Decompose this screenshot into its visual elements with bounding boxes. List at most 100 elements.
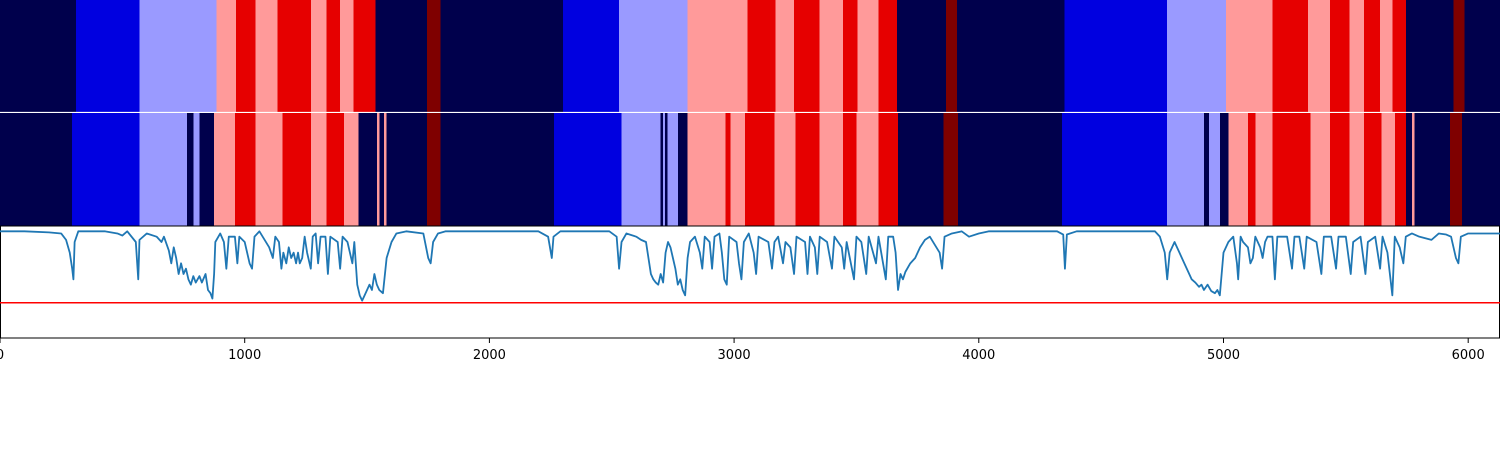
state-segment [1064,0,1168,112]
state-segment [957,113,1062,226]
state-segment [199,113,215,226]
state-segment [187,113,194,226]
state-segment [1225,0,1273,112]
x-tick-label: 1000 [228,348,261,363]
state-segment [1411,113,1415,226]
state-segment [75,0,140,112]
state-segment [440,0,563,112]
state-segment [343,113,359,226]
state-segment [857,0,879,112]
state-segment [660,113,664,226]
state-segment [956,0,1065,112]
state-segment [842,0,858,112]
state-segment [1272,0,1308,112]
state-segment [1329,0,1350,112]
state-segment [943,113,958,226]
state-segment [775,0,795,112]
state-segment [687,0,748,112]
state-segment [878,0,897,112]
state-segment [878,113,899,226]
series-line [0,230,1500,302]
x-tick-label: 0 [0,348,4,363]
state-segment [554,113,622,226]
state-segment [216,0,237,112]
state-segment [379,113,385,226]
state-segment [819,0,843,112]
state-segment [1061,113,1168,226]
state-segment [427,0,441,112]
state-segment [1349,0,1365,112]
state-segment [747,0,776,112]
x-tick-label: 5000 [1207,348,1240,363]
state-segment [856,113,879,226]
state-segment [277,0,311,112]
state-segment [1392,0,1406,112]
state-segment [255,113,283,226]
state-segment [1380,0,1393,112]
state-segment [1405,113,1412,226]
state-segment [427,113,441,226]
state-segment [376,113,380,226]
state-segment [663,113,666,226]
x-axis: 0 1000 2000 3000 4000 5000 6000 [0,338,1485,363]
state-segment [234,113,256,226]
x-tick-label: 4000 [962,348,995,363]
state-segment [1208,113,1220,226]
state-track-top [0,0,1500,112]
state-segment [898,113,944,226]
state-segment [1405,0,1454,112]
state-segment [619,0,688,112]
state-segment [1272,113,1311,226]
state-segment [794,0,820,112]
state-segment [0,113,73,226]
state-segment [621,113,661,226]
state-track-bottom [0,113,1500,226]
state-segment [677,113,688,226]
state-segment [375,0,427,112]
state-segment [774,113,796,226]
state-segment [1414,113,1450,226]
state-segment [1349,113,1365,226]
state-segment [1464,0,1500,112]
state-segment [1228,113,1248,226]
state-segment [745,113,775,226]
line-panel [0,225,1500,339]
x-tick-label: 3000 [718,348,751,363]
state-segment [1381,113,1395,226]
state-segment [326,0,341,112]
state-segment [236,0,256,112]
state-segment [440,113,555,226]
state-segment [139,113,188,226]
state-segment [310,0,327,112]
state-segment [386,113,427,226]
state-segment [358,113,377,226]
state-segment [340,0,354,112]
state-segment [896,0,946,112]
state-segment [1462,113,1500,226]
state-segment [1310,113,1330,226]
state-segment [730,113,746,226]
state-segment [725,113,731,226]
state-segment [1203,113,1209,226]
x-tick-label: 2000 [473,348,506,363]
state-segment [353,0,376,112]
state-segment [842,113,857,226]
state-segment [1364,113,1382,226]
state-segment [562,0,620,112]
state-segment [795,113,820,226]
state-segment [667,113,678,226]
state-segment [1167,0,1226,112]
state-segment [282,113,311,226]
state-segment [665,113,668,226]
x-ticks: 0 1000 2000 3000 4000 5000 6000 [0,338,1485,363]
state-segment [1453,0,1465,112]
state-segment [139,0,217,112]
state-segment [310,113,327,226]
state-segment [72,113,140,226]
state-segment [945,0,957,112]
state-segment [384,113,387,226]
state-segment [1307,0,1330,112]
state-segment [1449,113,1463,226]
state-segment [1394,113,1406,226]
